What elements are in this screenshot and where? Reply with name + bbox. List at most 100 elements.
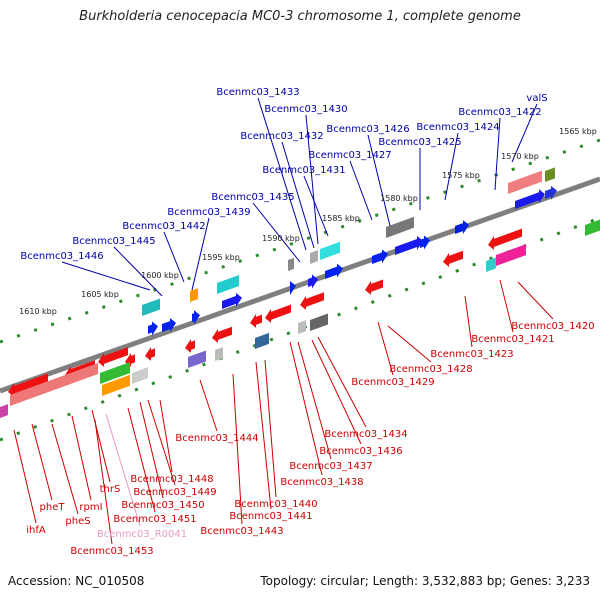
reverse-gene-box bbox=[102, 374, 130, 396]
leader-line bbox=[113, 246, 163, 297]
reverse-gene-box bbox=[310, 313, 328, 331]
gene-label-rna: Bcenmc03_R0041 bbox=[97, 529, 187, 540]
leader-line bbox=[127, 407, 156, 513]
gene-label-forward: Bcenmc03_1439 bbox=[167, 207, 250, 218]
gene-label-reverse: Bcenmc03_1448 bbox=[130, 474, 213, 485]
gene-label-reverse: Bcenmc03_1434 bbox=[324, 429, 407, 440]
gene-label-reverse: Bcenmc03_1438 bbox=[280, 477, 363, 488]
leader-line bbox=[444, 132, 459, 201]
gene-label-reverse: thrS bbox=[100, 484, 121, 495]
genome-backbone bbox=[0, 176, 600, 394]
gene-label-reverse: pheS bbox=[65, 516, 90, 527]
leader-line bbox=[494, 117, 501, 191]
kbp-tick-label: 1605 kbp bbox=[81, 290, 119, 299]
leader-line bbox=[499, 279, 514, 333]
label-leader-lines bbox=[13, 97, 554, 545]
reverse-gene-arrow bbox=[212, 326, 232, 343]
leader-line bbox=[105, 413, 141, 527]
reverse-gene-box bbox=[0, 404, 8, 418]
gene-labels: valS Bcenmc03_1422 Bcenmc03_1424 Bcenmc03_1… bbox=[20, 87, 594, 557]
gene-label-forward: Bcenmc03_1425 bbox=[378, 137, 461, 148]
gene-label-reverse: Bcenmc03_1420 bbox=[511, 321, 594, 332]
leader-line bbox=[305, 114, 319, 245]
reverse-gene-box bbox=[10, 362, 98, 406]
reverse-gene-arrow bbox=[488, 228, 522, 250]
reverse-gene-box bbox=[585, 219, 600, 236]
reverse-gene-arrow bbox=[443, 250, 463, 267]
kbp-tick-label: 1610 kbp bbox=[19, 307, 57, 316]
forward-gene-box bbox=[545, 167, 555, 182]
gene-label-forward: Bcenmc03_1442 bbox=[122, 221, 205, 232]
leader-line bbox=[31, 423, 53, 501]
gene-label-forward: Bcenmc03_1433 bbox=[216, 87, 299, 98]
gene-label-forward: Bcenmc03_1427 bbox=[308, 150, 391, 161]
gene-label-reverse: Bcenmc03_1451 bbox=[113, 514, 196, 525]
leader-line bbox=[252, 202, 301, 263]
leader-line bbox=[464, 295, 473, 348]
forward-gene-arrow bbox=[290, 281, 296, 295]
leader-line bbox=[51, 423, 79, 515]
gene-label-reverse: Bcenmc03_1444 bbox=[175, 433, 258, 444]
leader-line bbox=[163, 231, 185, 283]
forward-gene-arrow bbox=[192, 310, 200, 325]
reverse-gene-box bbox=[298, 320, 306, 334]
leader-line bbox=[264, 359, 277, 498]
forward-gene-arrow bbox=[420, 235, 430, 250]
leader-line bbox=[257, 97, 307, 251]
map-title: Burkholderia cenocepacia MC0-3 chromosom… bbox=[79, 9, 521, 24]
leader-line bbox=[377, 321, 394, 376]
gene-label-reverse: Bcenmc03_1428 bbox=[389, 364, 472, 375]
leader-line bbox=[311, 339, 362, 445]
kbp-tick-label: 1600 kbp bbox=[141, 271, 179, 280]
leader-line bbox=[13, 429, 37, 524]
forward-gene-arrow bbox=[372, 249, 388, 264]
gene-label-reverse: Bcenmc03_1441 bbox=[229, 511, 312, 522]
reverse-gene-arrow bbox=[145, 346, 155, 361]
reverse-gene-arrow bbox=[265, 304, 291, 323]
leader-line bbox=[91, 409, 111, 483]
gene-label-reverse: Bcenmc03_1421 bbox=[471, 334, 554, 345]
reverse-gene-arrow bbox=[365, 279, 383, 295]
forward-gene-box bbox=[288, 257, 294, 271]
leader-line bbox=[147, 399, 176, 486]
leader-line bbox=[367, 134, 391, 227]
reverse-gene-arrow bbox=[98, 347, 128, 367]
reverse-gene-box bbox=[255, 332, 269, 349]
reverse-gene-box bbox=[132, 367, 148, 384]
gene-label-reverse: Bcenmc03_1443 bbox=[200, 526, 283, 537]
reverse-gene-arrow bbox=[250, 313, 262, 328]
leader-line bbox=[511, 103, 538, 163]
gene-label-reverse: rpmI bbox=[79, 502, 102, 513]
gene-label-forward: valS bbox=[526, 93, 547, 104]
kbp-tick-labels: 1565 kbp 1570 kbp 1575 kbp 1580 kbp 1585 kbp… bbox=[19, 127, 597, 316]
reverse-gene-box bbox=[100, 362, 130, 384]
kbp-tick-label: 1565 kbp bbox=[559, 127, 597, 136]
gene-label-reverse: Bcenmc03_1440 bbox=[234, 499, 317, 510]
gene-label-forward: Bcenmc03_1431 bbox=[262, 165, 345, 176]
forward-gene-arrow bbox=[515, 189, 545, 209]
leader-line bbox=[517, 281, 554, 320]
backbone-line bbox=[0, 176, 600, 394]
forward-gene-arrow bbox=[325, 263, 343, 279]
forward-gene-box bbox=[386, 216, 414, 238]
gene-label-forward: Bcenmc03_1426 bbox=[326, 124, 409, 135]
reverse-gene-arrow bbox=[185, 338, 195, 353]
leader-line bbox=[281, 141, 315, 249]
leader-line bbox=[191, 217, 210, 291]
forward-gene-box bbox=[217, 274, 239, 294]
gene-label-forward: Bcenmc03_1435 bbox=[211, 192, 294, 203]
leader-line bbox=[199, 379, 218, 432]
kbp-tick-label: 1590 kbp bbox=[262, 234, 300, 243]
forward-gene-box bbox=[142, 298, 160, 316]
gene-label-reverse: Bcenmc03_1436 bbox=[319, 446, 402, 457]
gene-label-forward: Bcenmc03_1430 bbox=[264, 104, 347, 115]
kbp-tick-label: 1580 kbp bbox=[380, 194, 418, 203]
reverse-gene-box bbox=[215, 347, 223, 361]
leader-line bbox=[297, 341, 332, 460]
forward-gene-box bbox=[320, 241, 340, 260]
gene-label-forward: Bcenmc03_1424 bbox=[416, 122, 499, 133]
leader-line bbox=[349, 160, 373, 221]
leader-line bbox=[159, 399, 173, 473]
forward-gene-arrow bbox=[545, 185, 557, 200]
